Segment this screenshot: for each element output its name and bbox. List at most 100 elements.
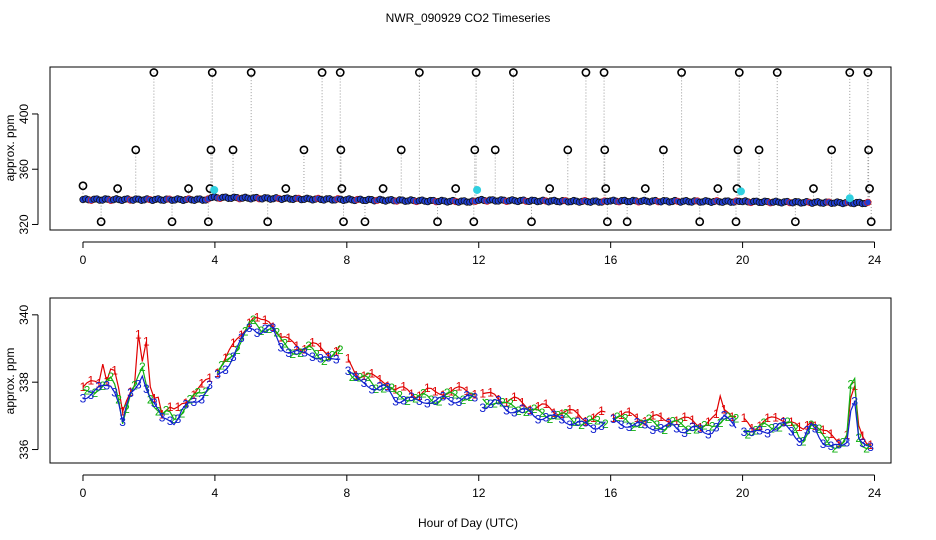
series-point-label: 3: [657, 422, 664, 436]
spike-point: [203, 217, 213, 227]
series-point-label: 2: [436, 395, 443, 409]
series-line: [612, 415, 737, 432]
series-point-label: 1: [788, 415, 795, 429]
series-point-label: 1: [650, 409, 657, 423]
spike-point: [299, 145, 309, 155]
series-point-label: 2: [337, 343, 344, 357]
series-point-label: 3: [325, 350, 332, 364]
spike-point: [263, 217, 273, 227]
series-point-label: 3: [642, 417, 649, 431]
series-point-label: 1: [285, 331, 292, 345]
series-point-label: 1: [859, 429, 866, 443]
series-point-label: 1: [345, 352, 352, 366]
bottom-x-tick-label: 0: [80, 486, 87, 500]
series-point-label: 2: [745, 427, 752, 441]
series-point-label: 1: [230, 336, 237, 350]
series-point-label: 2: [226, 351, 233, 365]
bottom-x-tick-label: 8: [343, 486, 350, 500]
spike-point: [317, 68, 327, 77]
series-point-label: 3: [345, 364, 352, 378]
series-point-label: 2: [677, 416, 684, 430]
series-point-label: 2: [491, 397, 498, 411]
series-point-label: 1: [535, 400, 542, 414]
series-point-label: 2: [669, 414, 676, 428]
series-point-label: 3: [416, 394, 423, 408]
chart-title: NWR_090929 CO2 Timeseries: [386, 11, 551, 25]
series-point-label: 1: [464, 384, 471, 398]
series-point-label: 2: [709, 420, 716, 434]
series-point-label: 2: [483, 397, 490, 411]
series-point-label: 3: [103, 379, 110, 393]
spike-point: [378, 184, 388, 193]
series-point-label: 1: [183, 396, 190, 410]
spike-point: [336, 145, 346, 155]
series-point-label: 3: [582, 416, 589, 430]
spike-point: [563, 145, 573, 155]
spike-point: [601, 184, 611, 193]
series-point-label: 1: [95, 376, 102, 390]
series-point-label: 3: [424, 396, 431, 410]
spike-point: [731, 217, 741, 227]
series-point-label: 2: [234, 343, 241, 357]
series-point-label: 2: [281, 336, 288, 350]
series-point-label: 2: [539, 406, 546, 420]
series-point-label: 1: [543, 397, 550, 411]
series-point-label: 3: [432, 394, 439, 408]
series-point-label: 1: [574, 407, 581, 421]
series-point-label: 3: [503, 403, 510, 417]
series-point-label: 1: [828, 427, 835, 441]
series-point-label: 3: [598, 419, 605, 433]
series-point-label: 2: [531, 402, 538, 416]
top-y-tick-label: 320: [17, 214, 31, 234]
series-point-label: 3: [230, 350, 237, 364]
series-point-label: 2: [349, 370, 356, 384]
series-point-label: 3: [828, 439, 835, 453]
series-point-label: 3: [851, 395, 858, 409]
series-point-label: 1: [309, 336, 316, 350]
series-point-label: 2: [258, 324, 265, 338]
series-point-label: 1: [416, 389, 423, 403]
spike-point: [864, 145, 873, 155]
series-point-label: 2: [218, 359, 225, 373]
series-point-label: 2: [733, 412, 740, 426]
series-point-label: 1: [293, 339, 300, 353]
series-point-label: 2: [622, 411, 629, 425]
series-point-label: 2: [266, 322, 273, 336]
spike-point: [754, 145, 764, 155]
series-point-label: 1: [238, 328, 245, 342]
series-point-label: 1: [618, 408, 625, 422]
series-point-label: 1: [432, 385, 439, 399]
bottom-x-tick-label: 24: [868, 486, 882, 500]
series-point-label: 2: [420, 386, 427, 400]
highlight-point: [210, 185, 219, 194]
series-point-label: 2: [840, 436, 847, 450]
spike-point: [490, 145, 500, 155]
series-point-label: 3: [456, 395, 463, 409]
series-point-label: 3: [780, 416, 787, 430]
series-point-label: 1: [487, 385, 494, 399]
series-point-label: 1: [681, 410, 688, 424]
series-point-label: 1: [151, 391, 158, 405]
spike-point: [809, 184, 818, 193]
spike-point: [335, 68, 345, 77]
spike-point: [149, 68, 159, 77]
series-point-label: 1: [353, 369, 360, 383]
top-x-tick-label: 20: [736, 253, 750, 267]
series-point-label: 1: [804, 419, 811, 433]
series-point-label: 3: [820, 437, 827, 451]
series-point-label: 3: [119, 415, 126, 429]
bottom-y-tick-label: 338: [17, 372, 31, 392]
series-point-label: 1: [471, 387, 478, 401]
series-line: [743, 376, 871, 450]
series-point-label: 2: [653, 418, 660, 432]
series-point-label: 1: [135, 328, 142, 342]
series-point-label: 1: [317, 340, 324, 354]
series-point-label: 1: [456, 380, 463, 394]
series-point-label: 3: [772, 420, 779, 434]
series-point-label: 1: [408, 387, 415, 401]
series-point-label: 3: [143, 382, 150, 396]
series-point-label: 1: [820, 423, 827, 437]
